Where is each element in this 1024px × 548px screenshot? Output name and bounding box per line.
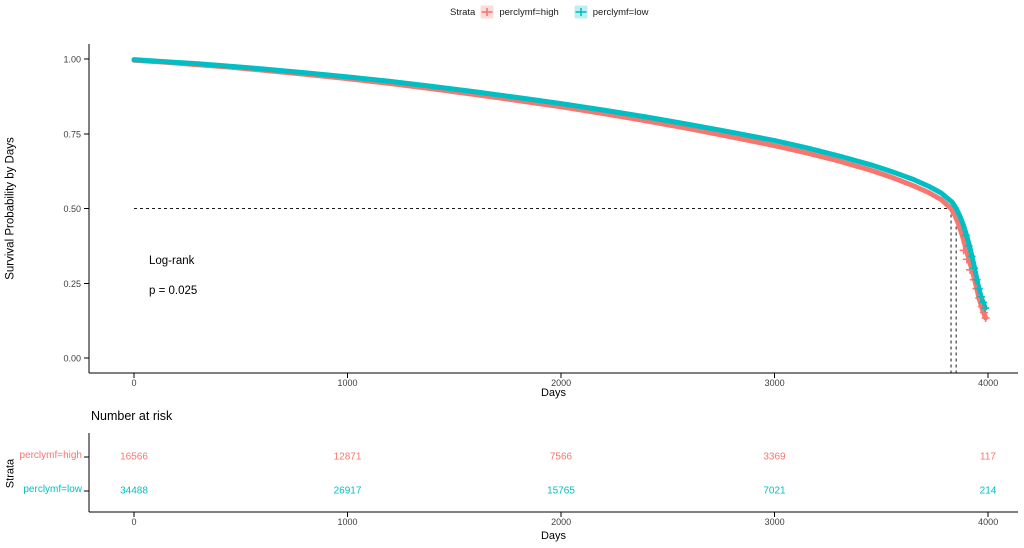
legend-title: Strata	[450, 6, 476, 18]
risk-count: 117	[980, 451, 996, 463]
y-axis-title: Survival Probability by Days	[4, 137, 17, 280]
y-axis-tick-label: 0.00	[63, 354, 81, 364]
risk-x-axis-tick-label: 1000	[338, 517, 358, 527]
risk-count: 214	[979, 485, 997, 497]
risk-x-axis-title: Days	[540, 530, 567, 542]
survival-curve-high	[131, 57, 989, 321]
risk-count: 15765	[547, 485, 575, 497]
logrank-label: Log-rank	[149, 255, 195, 267]
y-axis-tick-label: 0.50	[63, 204, 81, 214]
x-axis-tick-label: 1000	[338, 378, 358, 388]
x-axis-tick-label: 2000	[551, 378, 571, 388]
y-axis-tick-label: 1.00	[63, 55, 81, 65]
risk-row-label-high: perclymf=high	[19, 450, 82, 461]
risk-count: 12871	[333, 451, 362, 463]
main-x-axis-title: Days	[540, 387, 567, 399]
legend-key-low-icon	[574, 5, 588, 19]
risk-x-axis-tick-label: 2000	[551, 517, 571, 527]
risk-x-axis-tick-label: 0	[131, 517, 136, 527]
x-axis-tick-label: 4000	[978, 378, 998, 388]
risk-count: 34488	[120, 485, 148, 497]
legend: Strata perclymf=high perclymf=low	[450, 5, 648, 19]
y-axis-tick-label: 0.75	[63, 129, 81, 139]
risk-x-axis-tick-label: 3000	[765, 517, 785, 527]
x-axis-tick-label: 0	[131, 378, 136, 388]
x-axis-tick-label: 3000	[765, 378, 785, 388]
survival-curve-low	[131, 57, 988, 311]
risk-count: 16566	[120, 451, 148, 463]
risk-row-label-low: perclymf=low	[23, 484, 82, 495]
y-axis-tick-label: 0.25	[63, 279, 81, 289]
risk-table-title: Number at risk	[91, 409, 173, 423]
risk-count: 7021	[763, 485, 786, 497]
risk-table-y-axis-title: Strata	[4, 458, 17, 489]
risk-count: 7566	[549, 451, 573, 463]
risk-count: 26917	[333, 485, 362, 497]
risk-x-axis-tick-label: 4000	[978, 517, 998, 527]
p-value-label: p = 0.025	[149, 285, 198, 297]
legend-label-low: perclymf=low	[592, 6, 649, 18]
legend-key-high-icon	[480, 5, 494, 19]
risk-count: 3369	[763, 451, 786, 463]
legend-label-high: perclymf=high	[499, 6, 559, 18]
